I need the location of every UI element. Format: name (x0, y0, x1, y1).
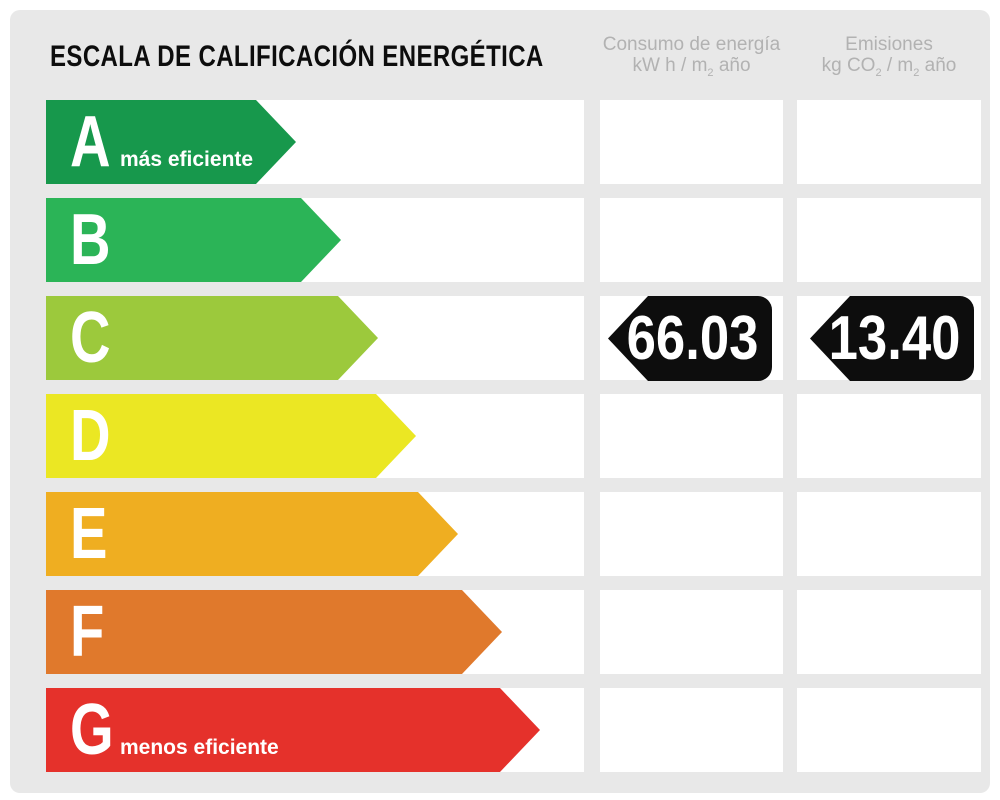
emisiones-cell (797, 688, 981, 772)
emisiones-header-line1: Emisiones (845, 34, 933, 55)
left-arrow-badge-shape (810, 296, 974, 381)
emisiones-cell (797, 590, 981, 674)
consumo-cell (600, 590, 783, 674)
consumo-cell (600, 688, 783, 772)
emisiones-cell (797, 198, 981, 282)
consumo-cell (600, 492, 783, 576)
scale-row-F: F (10, 590, 990, 674)
rating-bar-F: F (46, 590, 502, 674)
emisiones-value-badge: 13.40 (810, 296, 974, 381)
emisiones-value: 13.40 (828, 304, 961, 373)
consumo-cell (600, 100, 783, 184)
consumo-header-line1: Consumo de energía (602, 34, 781, 55)
rating-bar-D: D (46, 394, 416, 478)
grade-letter-E: E (70, 494, 108, 574)
grade-letter-D: D (70, 396, 111, 476)
efficiency-label-G: menos eficiente (120, 736, 279, 759)
emisiones-cell (797, 394, 981, 478)
consumo-value: 66.03 (626, 304, 759, 373)
emisiones-cell (797, 492, 981, 576)
efficiency-label-A: más eficiente (120, 148, 254, 171)
subscript-2: 2 (875, 66, 882, 79)
rating-bar-B: B (46, 198, 341, 282)
page-title: ESCALA DE CALIFICACIÓN ENERGÉTICA (50, 40, 544, 73)
consumo-header-line2: kW h / m2 año (632, 55, 751, 79)
rating-bar-C: C (46, 296, 378, 380)
emisiones-cell (797, 100, 981, 184)
consumo-cell (600, 198, 783, 282)
emisiones-header-line2: kg CO2 / m2 año (821, 55, 957, 79)
consumo-cell (600, 394, 783, 478)
grade-letter-A: A (70, 102, 111, 182)
grade-letter-G: G (70, 690, 114, 770)
scale-row-D: D (10, 394, 990, 478)
consumo-value-badge: 66.03 (608, 296, 772, 381)
subscript-2: 2 (913, 66, 920, 79)
left-arrow-badge-shape (608, 296, 772, 381)
subscript-2: 2 (707, 66, 714, 79)
scale-row-B: B (10, 198, 990, 282)
scale-row-E: E (10, 492, 990, 576)
grade-letter-F: F (70, 592, 105, 672)
grade-letter-B: B (70, 200, 111, 280)
energy-scale-panel: ESCALA DE CALIFICACIÓN ENERGÉTICA Consum… (10, 10, 990, 793)
grade-letter-C: C (70, 298, 111, 378)
column-header-consumo: Consumo de energía kW h / m2 año (600, 34, 783, 79)
rating-bar-E: E (46, 492, 458, 576)
column-header-emisiones: Emisiones kg CO2 / m2 año (797, 34, 981, 79)
